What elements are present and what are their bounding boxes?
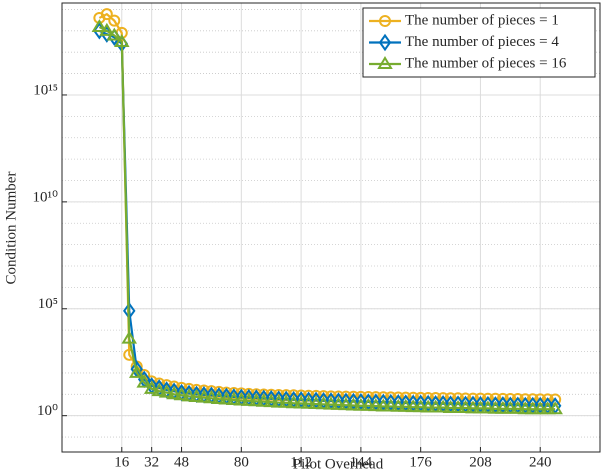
marker: [465, 400, 481, 414]
x-tick-label: 176: [409, 454, 432, 470]
marker: [315, 396, 332, 410]
marker: [442, 399, 459, 413]
marker: [285, 395, 302, 409]
marker: [353, 397, 369, 411]
marker: [547, 401, 563, 415]
marker: [377, 56, 393, 69]
marker: [457, 399, 474, 413]
x-tick-label: 112: [290, 454, 312, 470]
marker: [91, 19, 108, 33]
marker: [196, 389, 212, 403]
marker: [510, 400, 526, 414]
marker: [293, 395, 309, 409]
x-tick-label: 48: [174, 454, 189, 470]
x-tick-label: 144: [350, 454, 373, 470]
marker: [532, 401, 548, 415]
marker: [143, 380, 160, 394]
y-tick-label: 10⁰: [37, 403, 58, 419]
marker: [255, 393, 272, 407]
marker: [330, 396, 347, 410]
marker: [181, 388, 197, 402]
x-tick-label: 32: [144, 454, 159, 470]
marker: [378, 33, 392, 52]
marker: [188, 389, 205, 402]
marker: [203, 390, 220, 404]
marker: [121, 330, 138, 344]
marker: [233, 392, 250, 406]
marker: [323, 396, 339, 410]
marker: [472, 400, 489, 414]
y-tick-label: 10¹⁵: [33, 82, 58, 98]
x-tick-label: 16: [114, 454, 130, 470]
marker: [308, 396, 324, 410]
marker: [383, 398, 399, 412]
marker: [435, 399, 451, 413]
marker: [368, 398, 384, 412]
marker: [397, 398, 414, 412]
marker: [166, 386, 182, 400]
legend-box: [362, 7, 596, 78]
marker: [345, 397, 362, 411]
marker: [360, 397, 377, 411]
marker: [173, 387, 190, 401]
marker: [100, 8, 113, 21]
marker: [300, 395, 317, 409]
marker: [338, 397, 354, 411]
legend-label: The number of pieces = 4: [405, 34, 559, 50]
y-tick-label: 10¹⁰: [32, 189, 58, 205]
marker: [226, 392, 242, 406]
marker: [270, 394, 287, 408]
marker: [524, 401, 541, 415]
marker: [108, 14, 121, 27]
x-axis-label: Pilot Overhead: [293, 456, 384, 472]
marker: [450, 399, 466, 413]
marker: [375, 398, 392, 412]
marker: [263, 394, 279, 408]
marker: [248, 393, 265, 407]
marker: [539, 401, 556, 415]
marker: [427, 399, 444, 413]
legend-label: The number of pieces = 1: [405, 12, 559, 28]
y-axis-label: Condition Number: [3, 172, 19, 285]
legend-label: The number of pieces = 16: [405, 55, 567, 71]
marker: [136, 374, 152, 388]
marker: [241, 392, 257, 406]
marker: [379, 15, 391, 27]
x-tick-label: 240: [529, 454, 552, 470]
marker: [106, 27, 123, 41]
x-tick-label: 208: [469, 454, 492, 470]
y-tick-label: 10⁵: [38, 296, 58, 312]
marker: [412, 399, 429, 413]
marker: [99, 22, 115, 36]
marker: [211, 391, 227, 405]
marker: [487, 400, 504, 414]
marker: [218, 391, 235, 405]
marker: [158, 384, 175, 398]
marker: [128, 364, 145, 378]
marker: [502, 400, 519, 414]
marker: [114, 34, 130, 47]
marker: [151, 383, 167, 397]
marker: [495, 400, 511, 414]
marker: [405, 399, 421, 413]
x-tick-label: 80: [234, 454, 249, 470]
marker: [517, 401, 534, 415]
marker: [480, 400, 496, 414]
plot-frame: [61, 2, 601, 453]
marker: [278, 394, 294, 408]
marker: [420, 399, 436, 413]
marker: [390, 398, 407, 412]
